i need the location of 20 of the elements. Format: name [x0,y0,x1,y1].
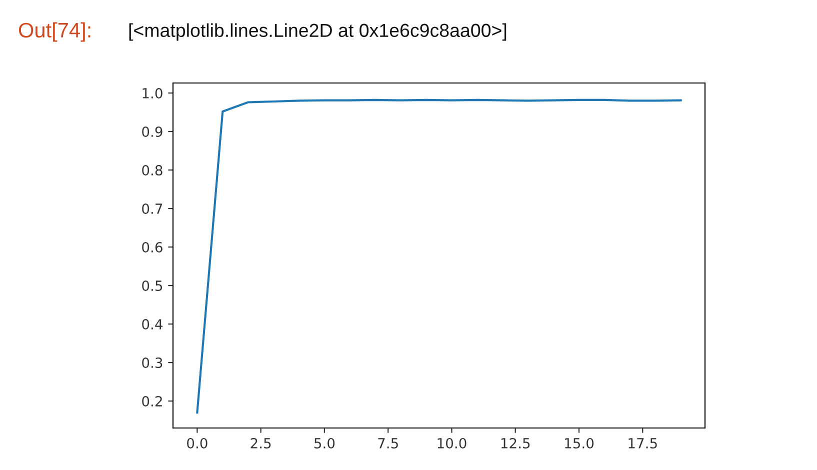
y-tick-label: 1.0 [142,88,162,98]
y-tick-label: 0.2 [142,396,162,407]
x-tick-label: 15.0 [565,438,594,448]
x-tick-label: 17.5 [628,438,657,448]
y-tick-label: 0.3 [142,358,162,368]
y-tick-label: 0.6 [142,242,162,253]
y-tick-label: 0.7 [142,203,162,214]
x-tick-label: 0.0 [187,438,208,448]
y-tick-label: 0.4 [142,319,162,330]
line-series [196,98,682,414]
x-tick-label: 12.5 [501,438,530,448]
y-tick-label: 0.9 [142,126,162,137]
x-tick-label: 7.5 [378,438,398,448]
x-tick-label: 5.0 [314,438,335,448]
text: [<matplotlib.lines.Line2D at 0x1e6c9c8aa00>] [129,23,506,41]
y-tick-label: 0.5 [142,280,162,292]
y-tick-label: 0.8 [142,164,162,176]
text: Out[74]: [18,22,90,42]
x-tick-label: 10.0 [438,438,466,448]
x-tick-label: 2.5 [250,438,271,448]
